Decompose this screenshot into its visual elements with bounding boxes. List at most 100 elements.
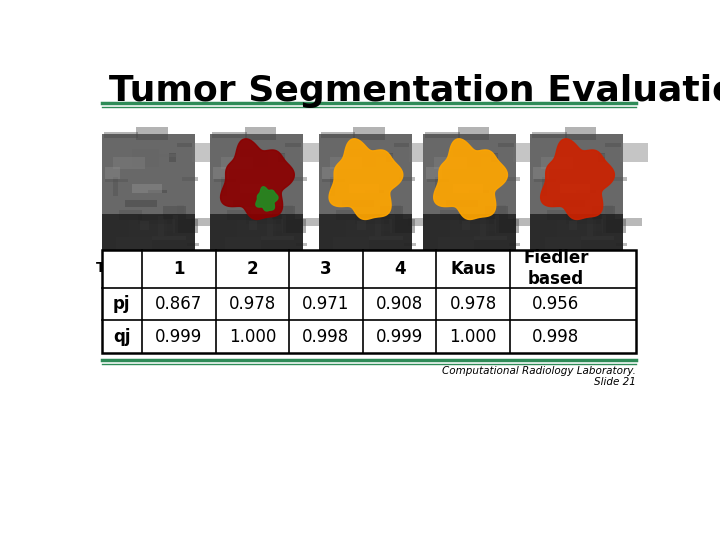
Bar xyxy=(105,179,127,182)
Bar xyxy=(532,132,567,138)
Polygon shape xyxy=(541,139,614,219)
Bar xyxy=(426,132,460,138)
Bar xyxy=(509,243,520,246)
Bar xyxy=(541,177,546,197)
Bar xyxy=(446,200,478,207)
Bar xyxy=(271,206,295,219)
Bar xyxy=(576,190,596,193)
Bar xyxy=(267,231,282,240)
Bar xyxy=(592,206,615,219)
Bar xyxy=(104,167,120,179)
Bar xyxy=(450,220,489,238)
Bar xyxy=(141,154,177,157)
Polygon shape xyxy=(220,139,294,219)
Bar xyxy=(427,179,449,182)
Bar xyxy=(587,217,593,237)
Bar xyxy=(125,200,157,207)
Bar xyxy=(541,157,574,170)
Bar xyxy=(435,177,440,197)
Bar xyxy=(261,237,294,240)
Bar xyxy=(602,215,606,233)
Bar xyxy=(454,148,481,167)
Bar xyxy=(348,184,379,193)
Bar xyxy=(330,177,335,197)
Bar xyxy=(342,200,374,207)
Bar xyxy=(291,139,302,158)
Bar xyxy=(320,132,356,138)
Bar xyxy=(158,217,164,237)
Bar xyxy=(285,143,301,147)
Bar xyxy=(569,221,577,230)
Bar xyxy=(176,143,192,147)
Polygon shape xyxy=(329,139,402,219)
Bar xyxy=(346,220,384,238)
Bar xyxy=(611,139,622,158)
Bar xyxy=(498,205,506,220)
Bar xyxy=(132,148,159,167)
Bar xyxy=(380,206,403,219)
Bar xyxy=(140,221,149,230)
Bar xyxy=(296,243,307,246)
Bar xyxy=(606,143,621,147)
Bar xyxy=(394,205,401,220)
Bar xyxy=(152,237,186,240)
Bar xyxy=(434,157,467,170)
Bar xyxy=(454,184,483,193)
Text: 2: 2 xyxy=(246,260,258,278)
Bar xyxy=(349,148,377,167)
Bar xyxy=(513,143,552,162)
Bar xyxy=(495,215,499,233)
Text: 0.908: 0.908 xyxy=(376,295,423,313)
Bar xyxy=(390,215,395,233)
Bar xyxy=(237,220,276,238)
Bar xyxy=(567,215,601,224)
Bar xyxy=(554,200,585,207)
Text: 1.000: 1.000 xyxy=(229,328,276,346)
Text: 1.000: 1.000 xyxy=(449,328,497,346)
Bar xyxy=(570,154,606,157)
Bar xyxy=(426,167,442,179)
Bar xyxy=(213,167,229,179)
Text: 0.999: 0.999 xyxy=(155,328,202,346)
Bar xyxy=(616,243,627,246)
Bar xyxy=(214,179,236,182)
Bar xyxy=(560,148,588,167)
Bar xyxy=(485,206,508,219)
Text: Computational Radiology Laboratory.
Slide 21: Computational Radiology Laboratory. Slid… xyxy=(443,366,636,388)
Text: Tumor region: Tumor region xyxy=(96,261,200,275)
Bar xyxy=(474,237,508,240)
Text: 0.978: 0.978 xyxy=(449,295,497,313)
Bar xyxy=(498,143,514,147)
Bar xyxy=(533,167,549,179)
Bar xyxy=(191,218,214,226)
Bar xyxy=(376,231,390,240)
Bar xyxy=(580,237,614,240)
Bar xyxy=(438,237,474,250)
Bar xyxy=(357,221,366,230)
Bar xyxy=(240,148,268,167)
Bar xyxy=(246,215,281,224)
Bar xyxy=(116,237,152,250)
Bar xyxy=(364,190,384,193)
Text: pj: pj xyxy=(113,295,130,313)
Bar xyxy=(496,219,519,233)
Bar xyxy=(560,184,590,193)
Bar xyxy=(300,218,322,226)
Bar xyxy=(480,217,486,237)
Bar xyxy=(102,134,194,257)
Bar xyxy=(278,153,284,163)
Bar xyxy=(245,127,276,140)
Bar xyxy=(330,157,362,170)
Bar xyxy=(369,237,402,240)
Bar xyxy=(480,231,495,240)
Text: Kaus: Kaus xyxy=(451,260,496,278)
Bar xyxy=(233,200,265,207)
Bar xyxy=(354,127,384,140)
Bar xyxy=(210,134,303,257)
Bar xyxy=(104,132,138,138)
Text: STAPLE: STAPLE xyxy=(552,261,602,275)
Bar xyxy=(221,157,253,170)
Bar xyxy=(598,153,605,163)
Bar xyxy=(319,134,412,257)
Text: 0.956: 0.956 xyxy=(532,295,580,313)
